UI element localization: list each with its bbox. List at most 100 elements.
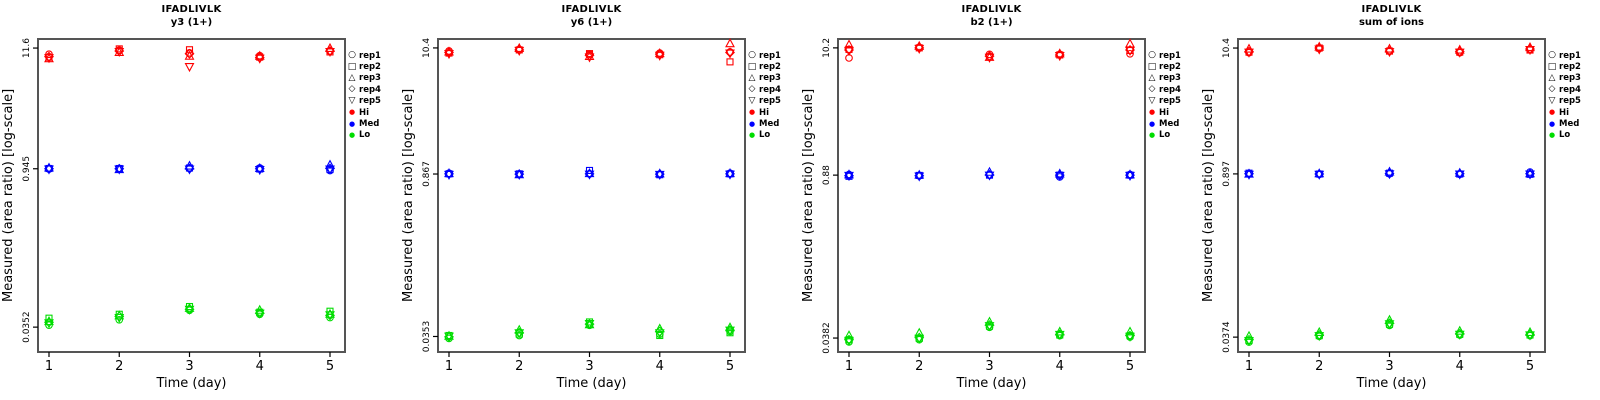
legend-item-hi: ● Hi bbox=[347, 107, 381, 118]
data-point-triangle-down bbox=[444, 170, 454, 180]
data-point-triangle-down bbox=[514, 46, 525, 56]
data-point-diamond bbox=[1314, 43, 1325, 54]
legend-label: rep5 bbox=[759, 96, 781, 107]
legend-label: rep4 bbox=[359, 84, 381, 95]
data-point-triangle-up bbox=[1244, 43, 1254, 53]
data-point-triangle-up bbox=[654, 168, 665, 178]
legend-item-rep2: □ rep2 bbox=[347, 61, 381, 72]
legend-label: Lo bbox=[359, 130, 371, 141]
dot-icon: ● bbox=[748, 119, 756, 128]
dot-icon: ● bbox=[348, 130, 356, 139]
data-point-triangle-up bbox=[1125, 326, 1135, 336]
legend-label: rep1 bbox=[1559, 50, 1581, 61]
panel-subtitle: y6 (1+) bbox=[570, 17, 613, 28]
data-point-triangle-down bbox=[184, 305, 195, 315]
y-tick-label: 10.4 bbox=[422, 38, 432, 58]
legend-item-rep1: ○ rep1 bbox=[1147, 50, 1181, 61]
data-point-triangle-down bbox=[1125, 332, 1135, 342]
y-tick-label: 0.88 bbox=[822, 165, 832, 185]
x-tick-label: 4 bbox=[656, 359, 664, 374]
x-tick-label: 3 bbox=[1385, 359, 1393, 374]
dot-icon: ● bbox=[1148, 108, 1156, 117]
data-point-triangle-down bbox=[1244, 336, 1254, 347]
plot-canvas: 1 2 3 4 5 10.4 0.897 0.0374 bbox=[1222, 38, 1546, 374]
legend-label: rep1 bbox=[759, 50, 781, 61]
triangle-down-icon: ▽ bbox=[1148, 95, 1156, 106]
data-point-triangle-down bbox=[254, 165, 265, 176]
panel-y3: 1 2 3 4 5 11.6 0.945 0.0352 IFADLIVLK y3 (1+) M… bbox=[0, 0, 400, 400]
x-tick-label: 2 bbox=[1315, 359, 1323, 374]
data-point-triangle-down bbox=[844, 171, 854, 181]
data-point-triangle-down bbox=[1314, 45, 1325, 55]
panel-subtitle: sum of ions bbox=[1358, 17, 1425, 28]
square-icon: □ bbox=[1547, 61, 1557, 72]
legend: ○ rep1 □ rep2 △ rep3 ◇ rep4 ▽ rep5 ● Hi ● Med ● Lo bbox=[747, 50, 781, 141]
data-point-diamond bbox=[44, 51, 54, 62]
legend-label: Hi bbox=[1159, 107, 1170, 118]
plot-box bbox=[837, 38, 1146, 353]
legend: ○ rep1 □ rep2 △ rep3 ◇ rep4 ▽ rep5 ● Hi ● Med ● Lo bbox=[1147, 50, 1181, 141]
panel-sum-of-ions: 1 2 3 4 5 10.4 0.897 0.0374 IFADLIVLK sum of io… bbox=[1200, 0, 1600, 400]
data-point-triangle-down bbox=[184, 62, 195, 73]
legend-item-rep1: ○ rep1 bbox=[747, 50, 781, 61]
panel-title: IFADLIVLK bbox=[161, 4, 222, 15]
circle-icon: ○ bbox=[1148, 50, 1156, 61]
legend-label: rep3 bbox=[359, 73, 381, 84]
data-point-triangle-down bbox=[984, 322, 995, 332]
data-point-triangle-down bbox=[254, 309, 265, 319]
data-point-triangle-down bbox=[444, 332, 454, 342]
data-point-triangle-down bbox=[44, 54, 54, 64]
legend-item-med: ● Med bbox=[1147, 118, 1181, 129]
legend-label: Hi bbox=[1559, 107, 1570, 118]
circle-icon: ○ bbox=[348, 50, 356, 61]
x-tick-label: 1 bbox=[1245, 359, 1253, 374]
triangle-up-icon: △ bbox=[748, 72, 756, 83]
data-point-triangle-up bbox=[44, 316, 54, 326]
data-point-triangle-down bbox=[325, 165, 335, 175]
legend-item-rep3: △ rep3 bbox=[347, 73, 381, 84]
data-point-triangle-up bbox=[444, 167, 454, 178]
legend-item-lo: ● Lo bbox=[1547, 130, 1581, 141]
legend-item-rep5: ▽ rep5 bbox=[1547, 96, 1581, 107]
data-point-triangle-up bbox=[254, 162, 265, 173]
legend-item-med: ● Med bbox=[347, 118, 381, 129]
data-point-triangle-up bbox=[1454, 325, 1465, 335]
panel-y6: 1 2 3 4 5 10.4 0.867 0.0353 IFADLIVLK y6 (1+) M… bbox=[400, 0, 800, 400]
legend-label: rep4 bbox=[759, 84, 781, 95]
data-point-triangle-up bbox=[114, 310, 125, 320]
legend-label: Med bbox=[1159, 119, 1180, 130]
data-point-triangle-down bbox=[1525, 45, 1535, 56]
data-point-triangle-down bbox=[654, 51, 665, 61]
legend-item-rep5: ▽ rep5 bbox=[1147, 96, 1181, 107]
panel-b2: 1 2 3 4 5 10.2 0.88 0.0382 IFADLIVLK b2 (1+) Me… bbox=[800, 0, 1200, 400]
legend-label: Med bbox=[759, 119, 780, 130]
x-tick-label: 3 bbox=[585, 359, 593, 374]
dot-icon: ● bbox=[348, 119, 356, 128]
x-tick-label: 2 bbox=[915, 359, 923, 374]
dot-icon: ● bbox=[748, 130, 756, 139]
legend-item-rep4: ◇ rep4 bbox=[1147, 84, 1181, 95]
x-tick-label: 5 bbox=[326, 359, 334, 374]
data-point-square bbox=[656, 331, 664, 340]
diamond-icon: ◇ bbox=[1148, 84, 1156, 95]
data-point-triangle-down bbox=[584, 170, 595, 180]
x-tick-label: 4 bbox=[256, 359, 264, 374]
legend-item-hi: ● Hi bbox=[747, 107, 781, 118]
legend-item-rep4: ◇ rep4 bbox=[747, 84, 781, 95]
y-tick-label: 11.6 bbox=[22, 38, 32, 58]
x-axis-title: Time (day) bbox=[556, 376, 627, 391]
data-point-triangle-down bbox=[1384, 320, 1395, 330]
panel-title: IFADLIVLK bbox=[961, 4, 1022, 15]
legend-label: rep5 bbox=[1559, 96, 1581, 107]
data-point-triangle-up bbox=[725, 38, 735, 48]
legend-item-med: ● Med bbox=[747, 118, 781, 129]
data-point-triangle-up bbox=[254, 304, 265, 314]
data-point-triangle-up bbox=[1454, 167, 1465, 177]
circle-icon: ○ bbox=[748, 50, 756, 61]
data-point-triangle-down bbox=[114, 47, 125, 58]
y-tick-label: 0.897 bbox=[1222, 161, 1232, 187]
x-tick-label: 5 bbox=[1526, 359, 1534, 374]
square-icon: □ bbox=[1147, 61, 1157, 72]
legend-item-lo: ● Lo bbox=[747, 130, 781, 141]
